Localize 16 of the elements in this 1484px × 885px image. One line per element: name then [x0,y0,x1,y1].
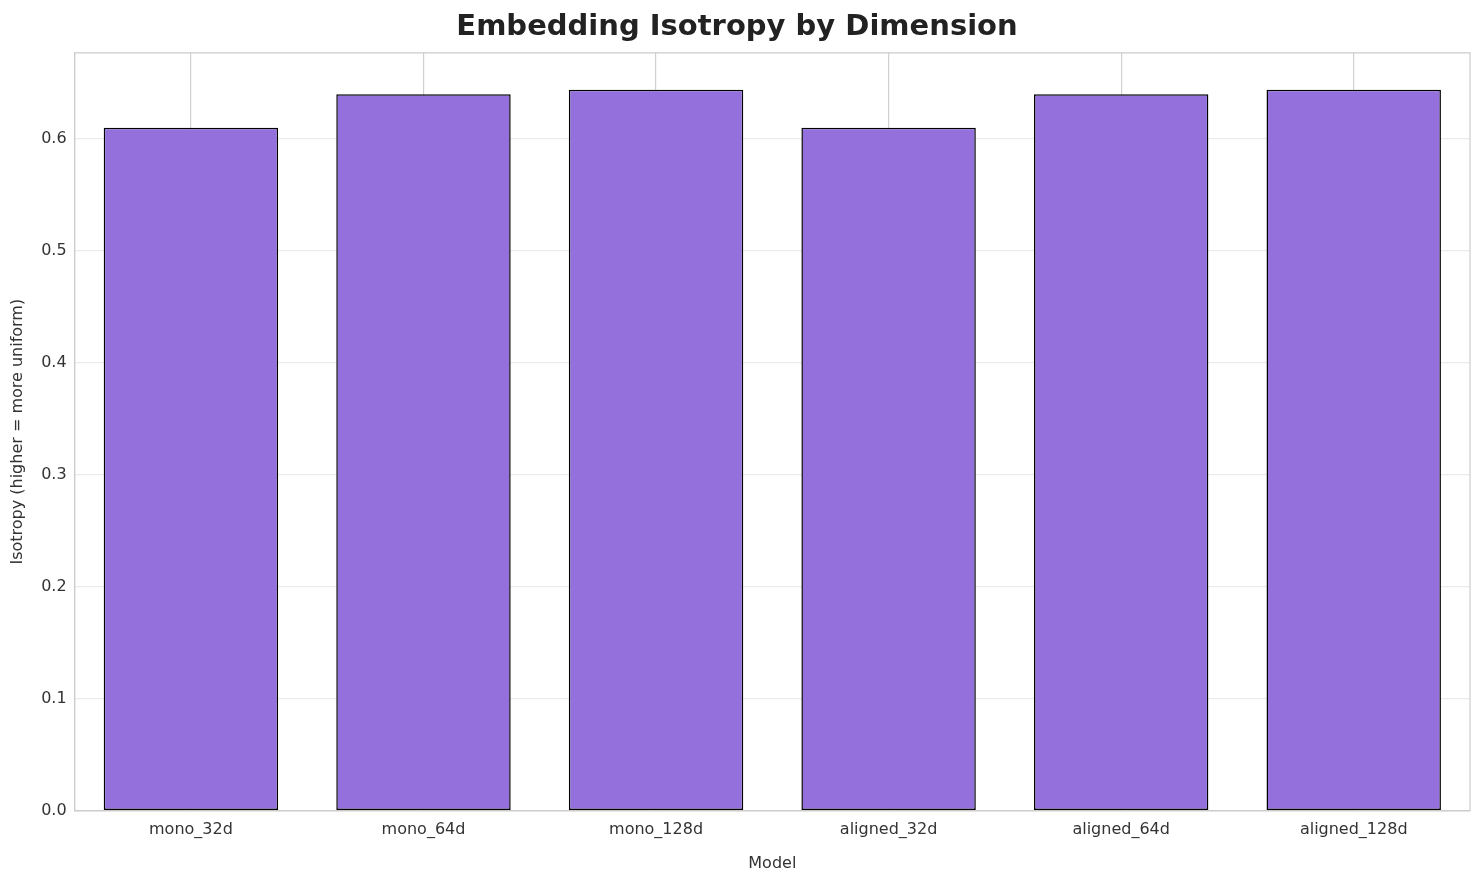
x-tick-label: aligned_64d [1072,819,1170,840]
y-tick-label: 0.4 [41,352,67,372]
y-tick-label: 0.0 [41,799,67,819]
chart-title: Embedding Isotropy by Dimension [456,7,1018,42]
x-tick-label: mono_32d [149,819,233,840]
y-tick-label: 0.3 [41,463,67,483]
x-axis-title: Model [748,852,797,872]
y-tick-label: 0.6 [41,128,67,148]
x-tick-label: aligned_32d [839,819,938,840]
x-tick-label: aligned_128d [1299,819,1408,840]
y-tick-label: 0.5 [41,240,67,260]
y-tick-label: 0.1 [41,687,67,707]
x-tick-label: mono_128d [609,819,704,840]
y-tick-label: 0.2 [41,575,67,595]
y-axis-title: Isotropy (higher = more uniform) [6,298,26,565]
x-tick-label: mono_64d [381,819,466,840]
